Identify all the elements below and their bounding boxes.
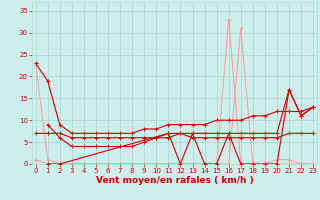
X-axis label: Vent moyen/en rafales ( km/h ): Vent moyen/en rafales ( km/h ) xyxy=(96,176,253,185)
